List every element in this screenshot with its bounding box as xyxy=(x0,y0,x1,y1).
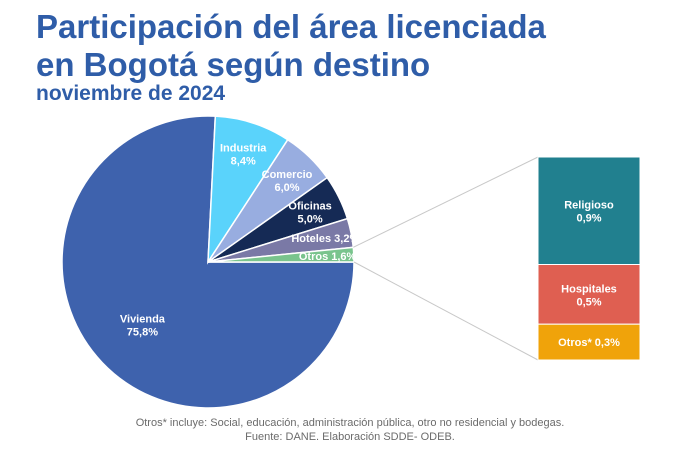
slice-label-vivienda: Vivienda xyxy=(120,313,166,325)
breakdown-label-hospitales: Hospitales xyxy=(561,283,617,295)
chart-footer: Otros* incluye: Social, educación, admin… xyxy=(0,416,700,444)
slice-label-otros: Otros 1,6% xyxy=(299,251,357,263)
slice-label-comercio: Comercio xyxy=(262,169,313,181)
slice-value-vivienda: 75,8% xyxy=(127,326,158,338)
breakdown-segment-hospitales xyxy=(537,264,641,325)
breakdown-segment-otros xyxy=(537,323,641,361)
connector-line-top xyxy=(353,156,539,248)
title-line-2: en Bogotá según destino xyxy=(36,46,431,83)
slice-label-oficinas: Oficinas xyxy=(288,201,331,213)
slice-label-hoteles: Hoteles 3,2% xyxy=(291,233,359,245)
pie-slice-otros xyxy=(207,246,355,263)
footer-source: Fuente: DANE. Elaboración SDDE- ODEB. xyxy=(245,431,455,443)
pie-slices xyxy=(61,115,355,409)
breakdown-label-religioso: Religioso xyxy=(564,200,614,212)
breakdown-connectors xyxy=(353,156,539,361)
breakdown-bar xyxy=(537,156,641,361)
connector-line-bottom xyxy=(353,261,539,361)
chart-title: Participación del área licenciada en Bog… xyxy=(36,8,676,84)
slice-value-comercio: 6,0% xyxy=(274,182,299,194)
breakdown-label-otros: Otros* 0,3% xyxy=(558,337,620,349)
chart-subtitle: noviembre de 2024 xyxy=(36,82,226,105)
slice-label-industria: Industria xyxy=(220,143,267,155)
breakdown-value-religioso: 0,9% xyxy=(576,213,601,225)
slice-value-industria: 8,4% xyxy=(231,156,256,168)
title-line-1: Participación del área licenciada xyxy=(36,8,546,45)
slice-value-oficinas: 5,0% xyxy=(298,214,323,226)
breakdown-segment-religioso xyxy=(537,156,641,265)
breakdown-value-hospitales: 0,5% xyxy=(576,296,601,308)
footer-note: Otros* incluye: Social, educación, admin… xyxy=(135,417,565,429)
